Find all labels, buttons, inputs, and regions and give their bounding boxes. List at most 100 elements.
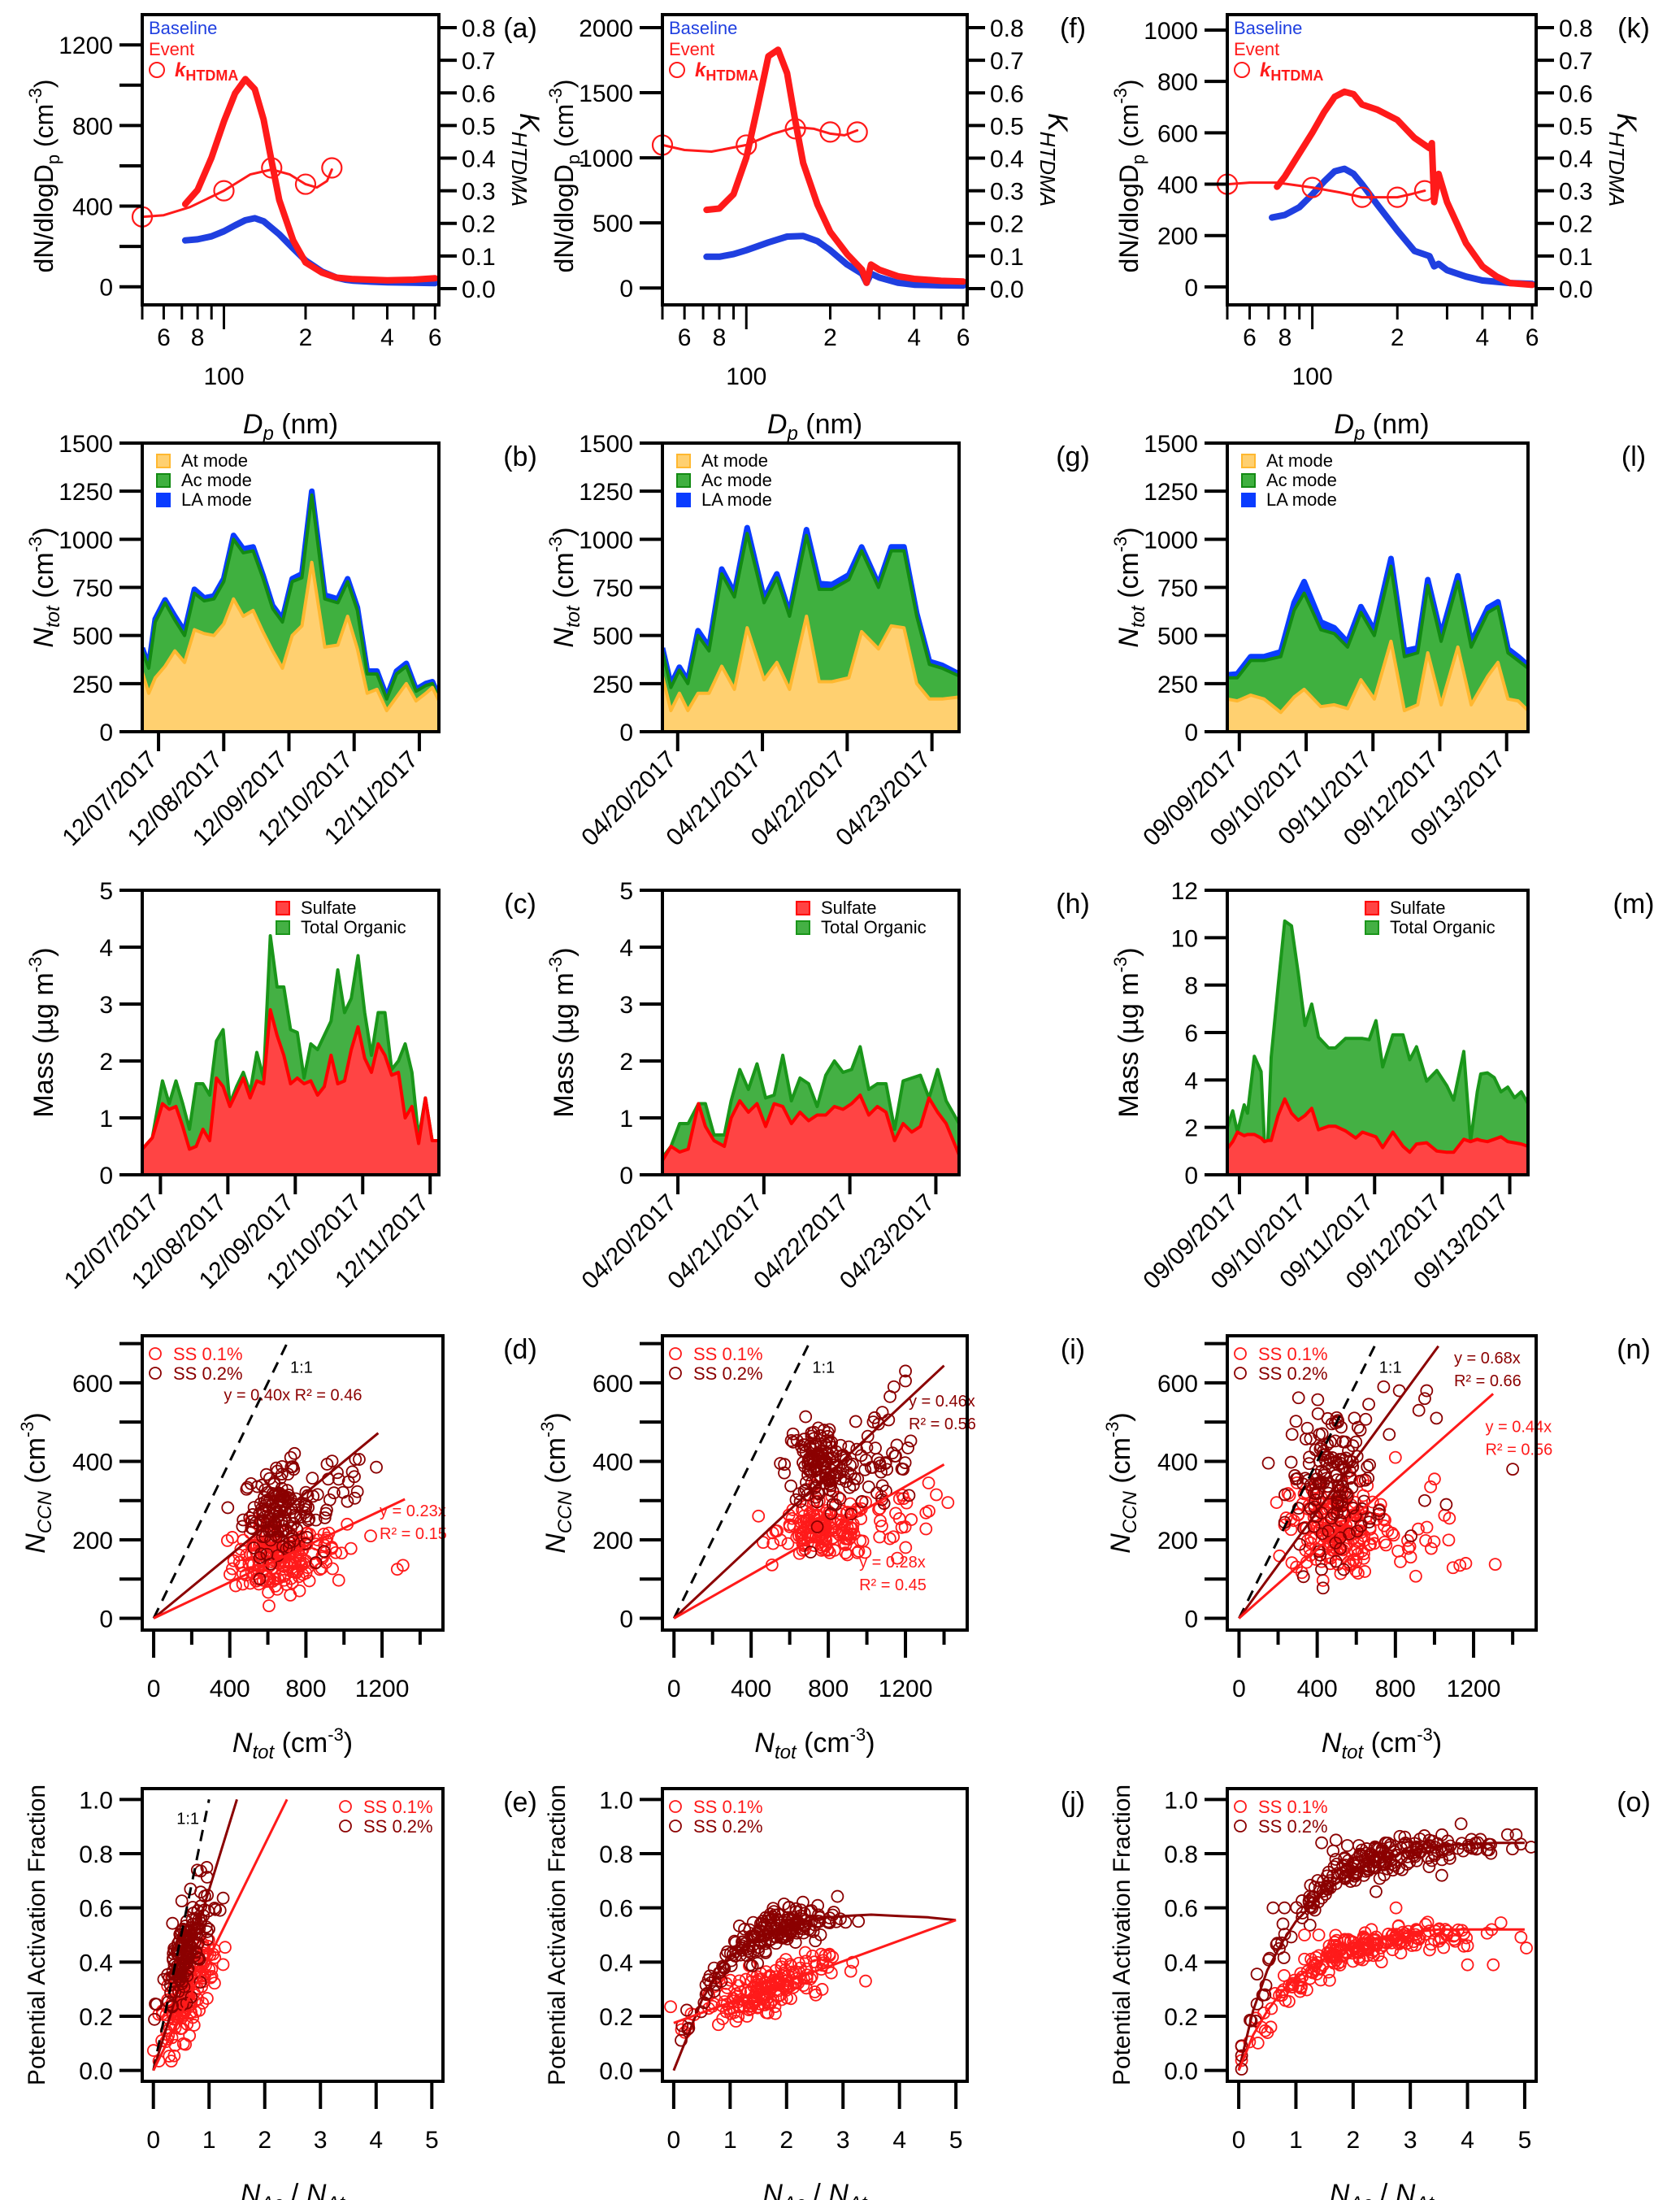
fit-line bbox=[153, 1432, 380, 1620]
scatter-point bbox=[319, 1507, 332, 1520]
scatter-point bbox=[1300, 1421, 1314, 1435]
y-axis-title: dN/dlogDp (cm-3) bbox=[25, 79, 63, 272]
panel-label: (n) bbox=[1617, 1334, 1651, 1365]
y-tick-label: 0.6 bbox=[599, 1896, 633, 1923]
scatter-point bbox=[792, 1487, 805, 1501]
plot-frame bbox=[141, 1787, 445, 2083]
legend-khtdma-marker bbox=[669, 62, 685, 78]
scatter-point bbox=[850, 1442, 864, 1456]
scatter-point bbox=[768, 2007, 782, 2020]
plot-frame bbox=[661, 1787, 969, 2083]
scatter-point bbox=[1310, 1472, 1323, 1486]
scatter-point bbox=[1298, 1928, 1311, 1941]
scatter-point bbox=[1418, 1493, 1431, 1507]
y-tick-label: 0.0 bbox=[1164, 2059, 1198, 2085]
scatter-point bbox=[250, 1574, 263, 1588]
panel-d: (d) 1:1 y = 0.40x R² = 0.46 y = 0.23x R² = 0… bbox=[17, 1334, 537, 1763]
scatter-point bbox=[1261, 1456, 1275, 1470]
scatter-point bbox=[261, 1485, 275, 1499]
y-tick-label: 1250 bbox=[579, 479, 633, 506]
legend-marker bbox=[669, 1800, 682, 1813]
scatter-point bbox=[738, 1983, 752, 1997]
plot-area bbox=[672, 1342, 955, 1620]
fit-curve bbox=[673, 1919, 957, 2024]
scatter-point bbox=[1409, 1928, 1422, 1941]
legend-swatch bbox=[1241, 493, 1256, 507]
scatter-point bbox=[781, 1911, 795, 1924]
scatter-point bbox=[1389, 1901, 1403, 1915]
scatter-point bbox=[860, 1441, 874, 1454]
scatter-point bbox=[1506, 1842, 1519, 1856]
scatter-point bbox=[1352, 1567, 1365, 1580]
scatter-point bbox=[1396, 1863, 1409, 1876]
scatter-point bbox=[711, 2018, 725, 2032]
plot-frame bbox=[141, 1334, 445, 1632]
panel-label: (d) bbox=[503, 1334, 537, 1365]
panel-label: (o) bbox=[1617, 1787, 1651, 1818]
y-tick-label: 1 bbox=[619, 1106, 633, 1133]
scatter-point bbox=[799, 1410, 813, 1424]
one-to-one-line bbox=[152, 1342, 289, 1620]
legend-label: Ac mode bbox=[1266, 470, 1337, 490]
scatter-point bbox=[250, 1480, 264, 1493]
scatter-point bbox=[1448, 1934, 1462, 1948]
scatter-point bbox=[1333, 1959, 1347, 1972]
scatter-point bbox=[1310, 1967, 1323, 1980]
scatter-point bbox=[1387, 1528, 1400, 1542]
scatter-point bbox=[1270, 1496, 1283, 1509]
panel-label: (m) bbox=[1613, 889, 1655, 920]
scatter-point bbox=[199, 1920, 213, 1933]
y-tick-label: 0 bbox=[1184, 1607, 1198, 1633]
scatter-point bbox=[1283, 1979, 1296, 1992]
scatter-point bbox=[795, 1531, 809, 1545]
scatter-point bbox=[256, 1530, 269, 1543]
scatter-point bbox=[1361, 1472, 1375, 1485]
fit-line bbox=[153, 1498, 406, 1620]
legend-label: At mode bbox=[181, 450, 248, 471]
y-tick-label: 600 bbox=[593, 1371, 633, 1398]
scatter-point bbox=[1285, 1428, 1299, 1441]
scatter-point bbox=[810, 1520, 824, 1533]
scatter-point bbox=[891, 1551, 904, 1565]
scatter-point bbox=[898, 1520, 912, 1533]
scatter-point bbox=[799, 1954, 813, 1968]
scatter-point bbox=[1259, 1979, 1273, 1992]
legend-swatch bbox=[276, 920, 290, 935]
scatter-point bbox=[1435, 1868, 1448, 1882]
panel-label: (b) bbox=[503, 441, 537, 472]
x-tick-label: 2 bbox=[1391, 324, 1404, 351]
scatter-point bbox=[1374, 1955, 1388, 1969]
scatter-point bbox=[899, 1364, 912, 1378]
scatter-point bbox=[1348, 1526, 1361, 1540]
scatter-point bbox=[823, 1423, 836, 1437]
scatter-point bbox=[1303, 1918, 1317, 1932]
scatter-point bbox=[293, 1550, 307, 1563]
scatter-point bbox=[1250, 1967, 1264, 1981]
series-line-khtdma bbox=[662, 125, 859, 153]
plot-frame bbox=[1226, 13, 1538, 307]
scatter-point bbox=[220, 1533, 234, 1547]
area-ac-mode bbox=[142, 494, 439, 711]
scatter-point bbox=[745, 1959, 759, 1972]
scatter-point bbox=[1339, 1487, 1353, 1500]
scatter-point bbox=[778, 1466, 791, 1480]
legend-marker bbox=[339, 1820, 352, 1833]
y-tick-label: 8 bbox=[1184, 973, 1198, 1000]
fit-label: y = 0.28x bbox=[859, 1554, 926, 1572]
scatter-point bbox=[247, 1541, 261, 1554]
scatter-point bbox=[1277, 1969, 1291, 1982]
scatter-point bbox=[798, 1438, 812, 1452]
scatter-point bbox=[803, 1507, 817, 1520]
scatter-point bbox=[1488, 1558, 1502, 1572]
legend-label: LA mode bbox=[181, 489, 252, 510]
plot-area bbox=[662, 524, 959, 732]
scatter-point bbox=[1329, 1833, 1343, 1847]
scatter-point bbox=[348, 1491, 362, 1505]
y-tick-label: 400 bbox=[72, 194, 113, 221]
legend-label: SS 0.1% bbox=[693, 1344, 763, 1364]
x-tick-label: 8 bbox=[191, 324, 205, 351]
scatter-point bbox=[271, 1464, 284, 1478]
scatter-point bbox=[1284, 1455, 1298, 1469]
